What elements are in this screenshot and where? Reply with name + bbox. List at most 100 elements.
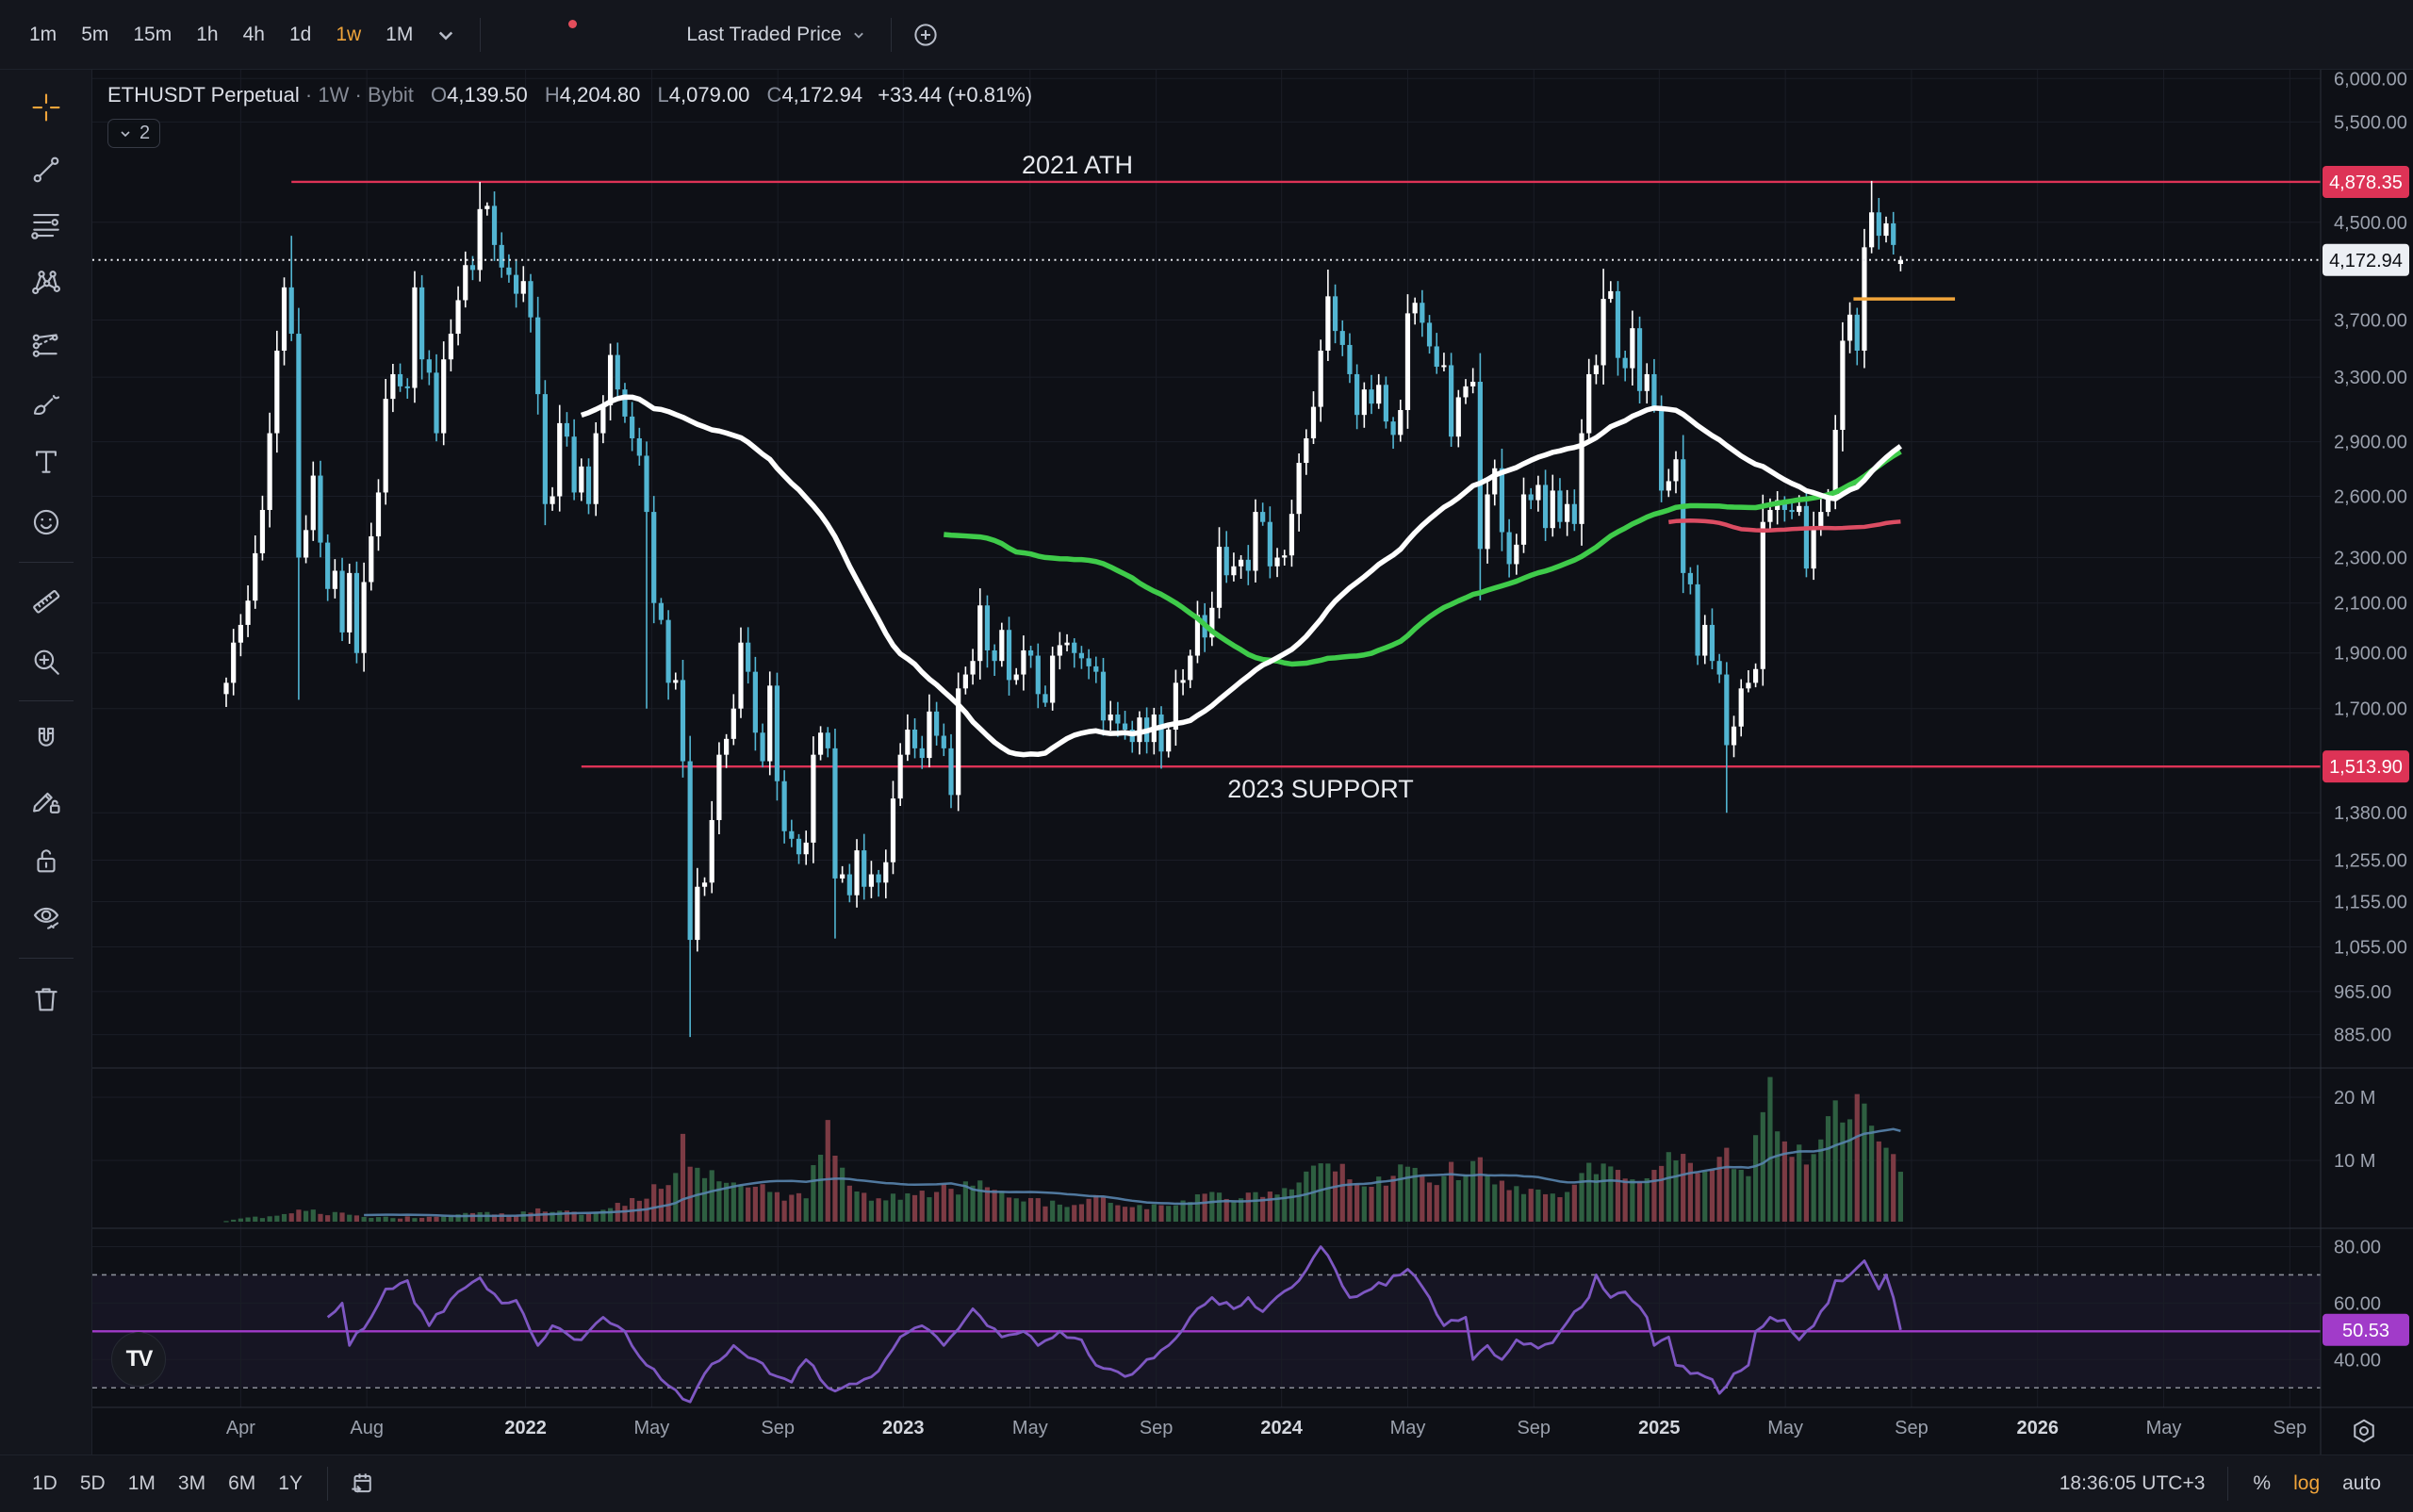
timeframe-group: 1m 5m 15m 1h 4h 1d 1w 1M — [17, 16, 425, 54]
tool-trend-line[interactable] — [25, 149, 67, 190]
sidebar-divider — [19, 700, 74, 701]
timeframe-button-5m[interactable]: 5m — [81, 23, 109, 45]
minimize-button[interactable]: undefined — [2355, 14, 2396, 56]
time-axis-label[interactable]: 2026 — [2016, 1418, 2059, 1438]
open-value: 4,139.50 — [447, 83, 528, 107]
chart-style-button[interactable]: undefined — [494, 14, 535, 56]
range-button-6M[interactable]: 6M — [228, 1472, 256, 1494]
time-axis-label[interactable]: Sep — [761, 1418, 795, 1438]
time-axis-label[interactable]: 2022 — [504, 1418, 547, 1438]
timeframe-button-1h[interactable]: 1h — [196, 23, 219, 45]
tool-fib-retracement[interactable] — [25, 204, 67, 245]
chart-canvas[interactable]: 2021 ATH 2023 SUPPORT 6,000.00 5,500.00 4,50… — [92, 70, 2413, 1454]
price-source-selector[interactable]: Last Traded Price — [677, 18, 878, 52]
lock-all-drawings-icon — [37, 849, 56, 873]
tool-brush[interactable] — [25, 383, 67, 424]
tool-text[interactable] — [25, 441, 67, 483]
clock[interactable]: 18:36:05 UTC+3 — [2059, 1472, 2206, 1494]
tool-lock-all-drawings[interactable] — [25, 840, 67, 881]
tool-magnet[interactable] — [25, 719, 67, 761]
timeframe-button-15m[interactable]: 15m — [133, 23, 172, 45]
ruler-icon — [33, 589, 60, 614]
price-axis-label: 5,500.00 — [2334, 112, 2407, 133]
legend-collapse-button[interactable]: 2 — [107, 119, 161, 148]
timeframe-button-1m[interactable]: 1m — [29, 23, 57, 45]
time-axis-label[interactable]: May — [2146, 1418, 2182, 1438]
price-axis-label: 2,900.00 — [2334, 433, 2407, 453]
brush-icon — [33, 395, 60, 416]
price-axis-label: 60.00 — [2334, 1293, 2381, 1314]
tool-crosshair[interactable] — [25, 87, 67, 128]
time-axis-label[interactable]: Sep — [1140, 1418, 1174, 1438]
tool-projection[interactable] — [25, 324, 67, 366]
tool-remove-all-drawings[interactable] — [25, 978, 67, 1020]
price-axis-label: 965.00 — [2334, 982, 2391, 1003]
percent-scale-toggle[interactable]: % — [2253, 1472, 2272, 1494]
add-alert-button[interactable] — [905, 14, 946, 56]
time-axis-label[interactable]: Apr — [226, 1418, 255, 1438]
time-axis-label[interactable]: 2025 — [1638, 1418, 1681, 1438]
tool-xabcd-pattern[interactable] — [25, 262, 67, 304]
axis-price-badge: 4,878.35 — [2329, 173, 2403, 193]
text-icon — [36, 451, 57, 473]
timeframe-button-1d[interactable]: 1d — [288, 23, 312, 45]
chevron-down-icon — [439, 31, 453, 41]
price-axis-label: 1,900.00 — [2334, 644, 2407, 665]
symbol-name[interactable]: ETHUSDT Perpetual — [107, 83, 300, 107]
trend-line-icon — [33, 156, 59, 183]
indicators-button[interactable]: undefined — [541, 14, 583, 56]
ath-annotation[interactable]: 2021 ATH — [1022, 151, 1133, 179]
hidden-indicator-count: 2 — [140, 123, 151, 143]
camera-icon: undefined — [2312, 21, 2340, 49]
time-axis-label[interactable]: Sep — [1517, 1418, 1551, 1438]
time-axis-label[interactable]: 2024 — [1260, 1418, 1303, 1438]
go-to-date-button[interactable] — [341, 1463, 383, 1504]
date-range-group: 1D 5D 1M 3M 6M 1Y — [21, 1466, 314, 1502]
zoom-in-icon — [34, 649, 59, 675]
time-axis-label[interactable]: Aug — [350, 1418, 384, 1438]
minimize-icon: undefined — [2361, 21, 2389, 49]
interval-label[interactable]: 1W — [318, 83, 350, 107]
tool-drawing-mode-lock[interactable] — [25, 780, 67, 821]
remove-all-drawings-icon — [35, 988, 57, 1011]
range-button-1Y[interactable]: 1Y — [278, 1472, 303, 1494]
time-axis-label[interactable]: May — [1767, 1418, 1803, 1438]
camera-button[interactable]: undefined — [2306, 14, 2347, 56]
tool-emoji[interactable] — [25, 501, 67, 543]
fib-retracement-icon — [31, 214, 59, 239]
tool-hide-all-drawings[interactable] — [25, 896, 67, 938]
time-axis-label[interactable]: May — [634, 1418, 670, 1438]
axis-price-badge: 1,513.90 — [2329, 757, 2403, 778]
auto-scale-toggle[interactable]: auto — [2342, 1472, 2381, 1494]
exchange-label[interactable]: Bybit — [367, 83, 414, 107]
range-button-1M[interactable]: 1M — [127, 1472, 156, 1494]
axis-price-badge: 50.53 — [2342, 1321, 2389, 1341]
range-button-1D[interactable]: 1D — [32, 1472, 57, 1494]
range-button-5D[interactable]: 5D — [79, 1472, 106, 1494]
log-scale-toggle[interactable]: log — [2293, 1472, 2321, 1494]
timeframe-button-1w[interactable]: 1w — [336, 23, 362, 45]
price-axis-label: 40.00 — [2334, 1350, 2381, 1371]
candles-compare-icon: undefined — [595, 21, 623, 49]
chart-style-icon: undefined — [501, 21, 529, 49]
candles-compare-button[interactable]: undefined — [588, 14, 630, 56]
timeframe-button-4h[interactable]: 4h — [242, 23, 265, 45]
time-axis-label[interactable]: Sep — [1895, 1418, 1929, 1438]
axis-settings-button[interactable] — [2343, 1410, 2385, 1452]
toolbar-icon-group: undefined undefined undefined undefined — [494, 14, 677, 56]
price-axis-label: 3,300.00 — [2334, 368, 2407, 388]
time-axis-label[interactable]: May — [1390, 1418, 1426, 1438]
timeframe-button-1M[interactable]: 1M — [386, 23, 414, 45]
range-button-3M[interactable]: 3M — [177, 1472, 206, 1494]
time-axis-label[interactable]: 2023 — [882, 1418, 925, 1438]
tool-ruler[interactable] — [25, 581, 67, 622]
tool-zoom-in[interactable] — [25, 641, 67, 682]
time-axis-label[interactable]: May — [1012, 1418, 1048, 1438]
timeframe-more-caret[interactable] — [425, 14, 467, 56]
symbol-legend[interactable]: ETHUSDT Perpetual · 1W · Bybit O4,139.50… — [107, 83, 1033, 107]
tradingview-logo[interactable]: TV — [111, 1332, 166, 1387]
price-source-button[interactable]: undefined — [635, 14, 677, 56]
time-axis-label[interactable]: Sep — [2273, 1418, 2307, 1438]
support-annotation[interactable]: 2023 SUPPORT — [1227, 775, 1414, 803]
axis-price-badge: 4,172.94 — [2329, 251, 2403, 271]
